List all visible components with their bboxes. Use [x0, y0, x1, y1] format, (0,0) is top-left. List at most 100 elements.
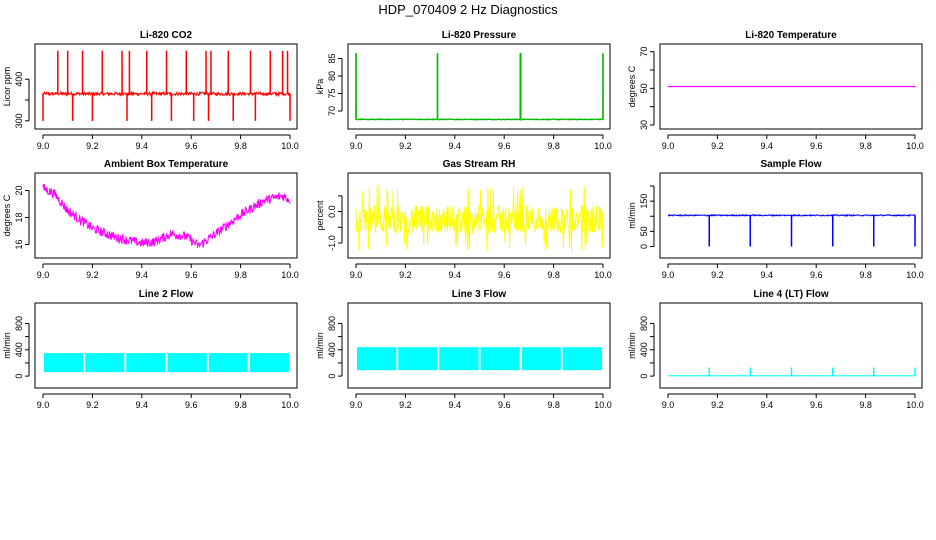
x-tick-label: 9.0	[37, 270, 50, 280]
x-tick-label: 9.6	[498, 400, 511, 410]
series-band-segment	[356, 347, 397, 371]
x-tick-label: 9.2	[399, 141, 412, 151]
x-tick-label: 9.4	[136, 400, 149, 410]
series-line	[667, 213, 916, 247]
x-tick-label: 9.0	[37, 400, 50, 410]
x-tick-label: 9.8	[547, 141, 560, 151]
chart-title: Line 3 Flow	[452, 289, 507, 300]
x-tick-label: 9.2	[711, 270, 724, 280]
series-band-segment	[562, 347, 603, 371]
x-tick-label: 10.0	[281, 400, 299, 410]
x-tick-label: 9.0	[350, 270, 363, 280]
series-line	[42, 183, 291, 249]
x-tick-label: 9.4	[449, 141, 462, 151]
x-tick-label: 9.8	[859, 141, 872, 151]
x-tick-label: 10.0	[594, 270, 612, 280]
y-tick-label: 400	[14, 342, 24, 357]
x-tick-label: 9.0	[37, 141, 50, 151]
x-tick-label: 9.2	[86, 141, 99, 151]
y-tick-label: 0.0	[327, 205, 337, 218]
chart-title: Gas Stream RH	[443, 159, 516, 170]
x-tick-label: 9.2	[399, 270, 412, 280]
chart-title: Sample Flow	[760, 159, 821, 170]
x-tick-label: 9.0	[662, 270, 675, 280]
chart-panel-4: Ambient Box Temperature 9.0 9.2 9.4 9.6 9.8 10…	[2, 159, 299, 280]
y-tick-label: 400	[639, 342, 649, 357]
chart-title: Li-820 Temperature	[745, 30, 837, 41]
plot-frame	[34, 302, 298, 389]
series-band-segment	[439, 347, 479, 371]
x-tick-label: 9.2	[711, 141, 724, 151]
x-tick-label: 9.2	[711, 400, 724, 410]
x-tick-label: 9.6	[810, 400, 823, 410]
x-tick-label: 10.0	[906, 270, 924, 280]
x-tick-label: 10.0	[906, 400, 924, 410]
plot-frame	[659, 302, 923, 389]
series-band-segment	[249, 353, 290, 373]
y-tick-label: 800	[327, 316, 337, 331]
plot-frame	[659, 172, 923, 259]
y-tick-label: 0	[639, 374, 649, 379]
y-axis-label: degrees C	[627, 65, 637, 107]
x-tick-label: 9.0	[350, 141, 363, 151]
x-tick-label: 9.0	[662, 141, 675, 151]
x-tick-label: 9.6	[498, 141, 511, 151]
series-band-segment	[167, 353, 207, 373]
y-axis-label: ml/min	[315, 332, 325, 359]
x-tick-label: 9.4	[136, 141, 149, 151]
y-tick-label: 70	[327, 106, 337, 116]
x-tick-label: 9.4	[761, 400, 774, 410]
y-tick-label: 80	[327, 71, 337, 81]
x-tick-label: 9.2	[86, 270, 99, 280]
y-axis-label: percent	[315, 200, 325, 231]
x-tick-label: 9.6	[810, 270, 823, 280]
x-tick-label: 9.8	[234, 141, 247, 151]
x-tick-label: 9.8	[234, 270, 247, 280]
series-line	[355, 53, 604, 121]
plot-frame	[347, 302, 611, 389]
y-tick-label: 400	[327, 342, 337, 357]
y-tick-label: 800	[14, 316, 24, 331]
series-band-segment	[85, 353, 125, 373]
y-tick-label: 50	[639, 83, 649, 93]
plot-frame	[659, 43, 923, 130]
chart-title: Li-820 Pressure	[442, 30, 517, 41]
y-axis-label: ml/min	[627, 202, 637, 229]
x-tick-label: 9.2	[399, 400, 412, 410]
plot-frame	[347, 43, 611, 130]
y-axis-label: ml/min	[2, 332, 12, 359]
series-band-segment	[398, 347, 438, 371]
y-axis-label: degrees C	[2, 194, 12, 236]
x-tick-label: 9.8	[547, 270, 560, 280]
y-tick-label: 300	[14, 113, 24, 128]
x-tick-label: 9.0	[662, 400, 675, 410]
x-tick-label: 9.8	[859, 270, 872, 280]
series-line	[355, 185, 604, 252]
y-tick-label: 75	[327, 88, 337, 98]
x-tick-label: 9.0	[350, 400, 363, 410]
chart-title: Line 2 Flow	[139, 289, 194, 300]
x-tick-label: 9.4	[449, 270, 462, 280]
figure-title: HDP_070409 2 Hz Diagnostics	[378, 2, 558, 17]
x-tick-label: 9.6	[498, 270, 511, 280]
y-axis-label: ml/min	[627, 332, 637, 359]
y-axis-label: kPa	[315, 79, 325, 95]
series-band-segment	[521, 347, 561, 371]
x-tick-label: 9.8	[859, 400, 872, 410]
chart-panel-9: Line 4 (LT) Flow 9.0 9.2 9.4 9.6 9.8 10.0 0 400 8…	[627, 289, 924, 410]
y-tick-label: 50	[639, 226, 649, 236]
chart-title: Li-820 CO2	[140, 30, 193, 41]
y-tick-label: -1.0	[327, 235, 337, 251]
y-tick-label: 400	[14, 72, 24, 87]
x-tick-label: 10.0	[594, 400, 612, 410]
x-tick-label: 10.0	[281, 270, 299, 280]
y-tick-label: 85	[327, 53, 337, 63]
x-tick-label: 9.4	[761, 141, 774, 151]
y-tick-label: 150	[639, 194, 649, 209]
x-tick-label: 9.4	[761, 270, 774, 280]
x-tick-label: 9.6	[185, 400, 198, 410]
chart-panel-3: Li-820 Temperature 9.0 9.2 9.4 9.6 9.8 10.0 30 5…	[627, 30, 924, 151]
chart-panel-8: Line 3 Flow 9.0 9.2 9.4 9.6 9.8 10.0 0 400 800ml/…	[315, 289, 612, 410]
x-tick-label: 9.6	[185, 141, 198, 151]
